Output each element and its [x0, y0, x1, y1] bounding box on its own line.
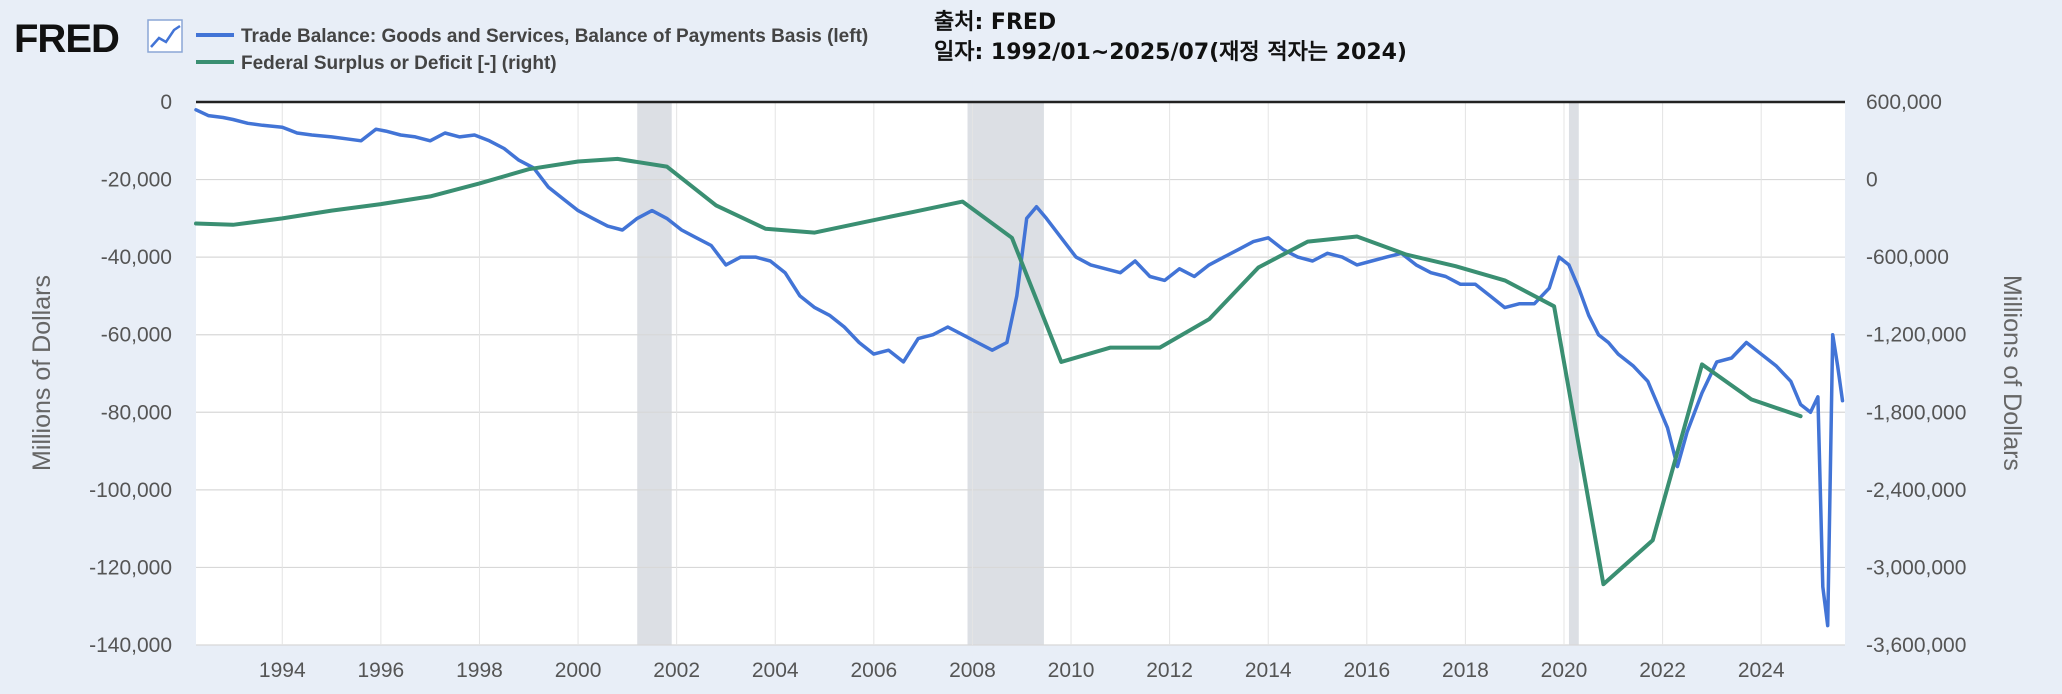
x-tick-label: 2000	[555, 659, 602, 682]
x-tick-label: 1994	[259, 659, 306, 682]
x-tick-label: 1998	[456, 659, 503, 682]
right-axis-ticks: 600,000 0 -600,000 -1,200,000 -1,800,000 -2,4…	[1866, 91, 1966, 657]
gridlines	[196, 102, 1845, 646]
legend-label-federal-deficit: Federal Surplus or Deficit [-] (right)	[241, 53, 557, 74]
right-tick-label: 600,000	[1866, 91, 1942, 114]
right-tick-label: -3,600,000	[1866, 634, 1966, 657]
left-tick-label: -60,000	[101, 324, 172, 347]
legend: Trade Balance: Goods and Services, Balan…	[196, 26, 868, 74]
series-line-federal-deficit	[194, 156, 1803, 587]
right-tick-label: -1,800,000	[1866, 401, 1966, 424]
x-tick-label: 2004	[752, 659, 799, 682]
left-tick-label: -40,000	[101, 246, 172, 269]
right-tick-label: 0	[1866, 169, 1878, 192]
date-range-note: 일자: 1992/01~2025/07(재정 적자는 2024)	[934, 40, 1407, 65]
x-tick-label: 2010	[1048, 659, 1095, 682]
x-tick-label: 2002	[653, 659, 700, 682]
left-axis-ticks: 0 -20,000 -40,000 -60,000 -80,000 -100,000 -12…	[89, 91, 172, 657]
recession-band-2	[1568, 102, 1579, 645]
x-tick-label: 2024	[1738, 659, 1785, 682]
x-tick-label: 2018	[1442, 659, 1489, 682]
x-tick-label: 2014	[1245, 659, 1292, 682]
x-tick-label: 2016	[1343, 659, 1390, 682]
x-tick-label: 2008	[949, 659, 996, 682]
x-tick-label: 2012	[1146, 659, 1193, 682]
chart-line-icon	[147, 19, 183, 53]
recession-band-0	[637, 102, 672, 645]
right-tick-label: -3,000,000	[1866, 556, 1966, 579]
right-tick-label: -1,200,000	[1866, 324, 1966, 347]
legend-label-trade-balance: Trade Balance: Goods and Services, Balan…	[241, 26, 868, 47]
recession-bands	[637, 102, 1579, 645]
left-axis-title: Millions of Dollars	[28, 275, 56, 471]
x-tick-label: 2022	[1639, 659, 1686, 682]
x-tick-label: 2020	[1541, 659, 1588, 682]
x-tick-label: 2006	[850, 659, 897, 682]
right-axis-title: Millions of Dollars	[1998, 275, 2026, 471]
source-annotation: 출처: FRED 일자: 1992/01~2025/07(재정 적자는 2024…	[934, 10, 1407, 65]
source-note: 출처: FRED	[934, 10, 1056, 35]
fred-logo[interactable]: FRED	[14, 17, 183, 61]
left-tick-label: 0	[160, 91, 172, 114]
left-tick-label: -20,000	[101, 169, 172, 192]
left-tick-label: -100,000	[89, 479, 172, 502]
left-tick-label: -140,000	[89, 634, 172, 657]
recession-band-1	[967, 102, 1044, 645]
series-lines	[194, 108, 1845, 628]
x-axis-ticks: 1994 1996 1998 2000 2002 2004 2006 2008 2010 2012…	[259, 659, 1785, 682]
x-tick-label: 1996	[358, 659, 405, 682]
left-tick-label: -80,000	[101, 401, 172, 424]
series-line-trade-balance	[194, 108, 1845, 628]
fred-logo-text: FRED	[14, 17, 119, 61]
right-tick-label: -2,400,000	[1866, 479, 1966, 502]
right-tick-label: -600,000	[1866, 246, 1949, 269]
left-tick-label: -120,000	[89, 556, 172, 579]
